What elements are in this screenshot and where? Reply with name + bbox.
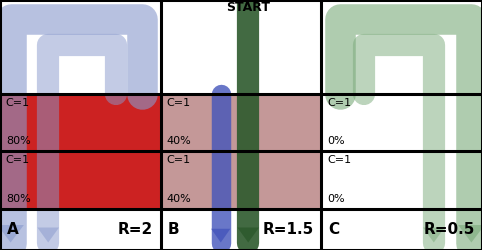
Text: C=1: C=1 [6,155,30,165]
Text: R=0.5: R=0.5 [423,222,475,237]
Polygon shape [211,229,230,242]
Text: 80%: 80% [6,136,30,146]
Text: 40%: 40% [166,194,191,204]
Polygon shape [38,228,59,242]
Text: B: B [168,222,179,237]
Text: START: START [226,1,270,14]
Text: A: A [7,222,19,237]
Text: 0%: 0% [327,194,345,204]
Bar [161,94,321,151]
Text: R=2: R=2 [118,222,153,237]
Text: 40%: 40% [166,136,191,146]
Text: R=1.5: R=1.5 [263,222,314,237]
Polygon shape [458,225,482,242]
Text: C: C [329,222,340,237]
Text: C=1: C=1 [166,155,190,165]
Text: C=1: C=1 [327,155,351,165]
Polygon shape [0,225,24,242]
Bar [0,151,161,209]
Text: 80%: 80% [6,194,30,204]
Bar [161,151,321,209]
Polygon shape [423,228,444,242]
Text: C=1: C=1 [327,98,351,108]
Text: C=1: C=1 [6,98,30,108]
Text: C=1: C=1 [166,98,190,108]
Text: 0%: 0% [327,136,345,146]
Bar [0,94,161,151]
Polygon shape [237,228,259,242]
